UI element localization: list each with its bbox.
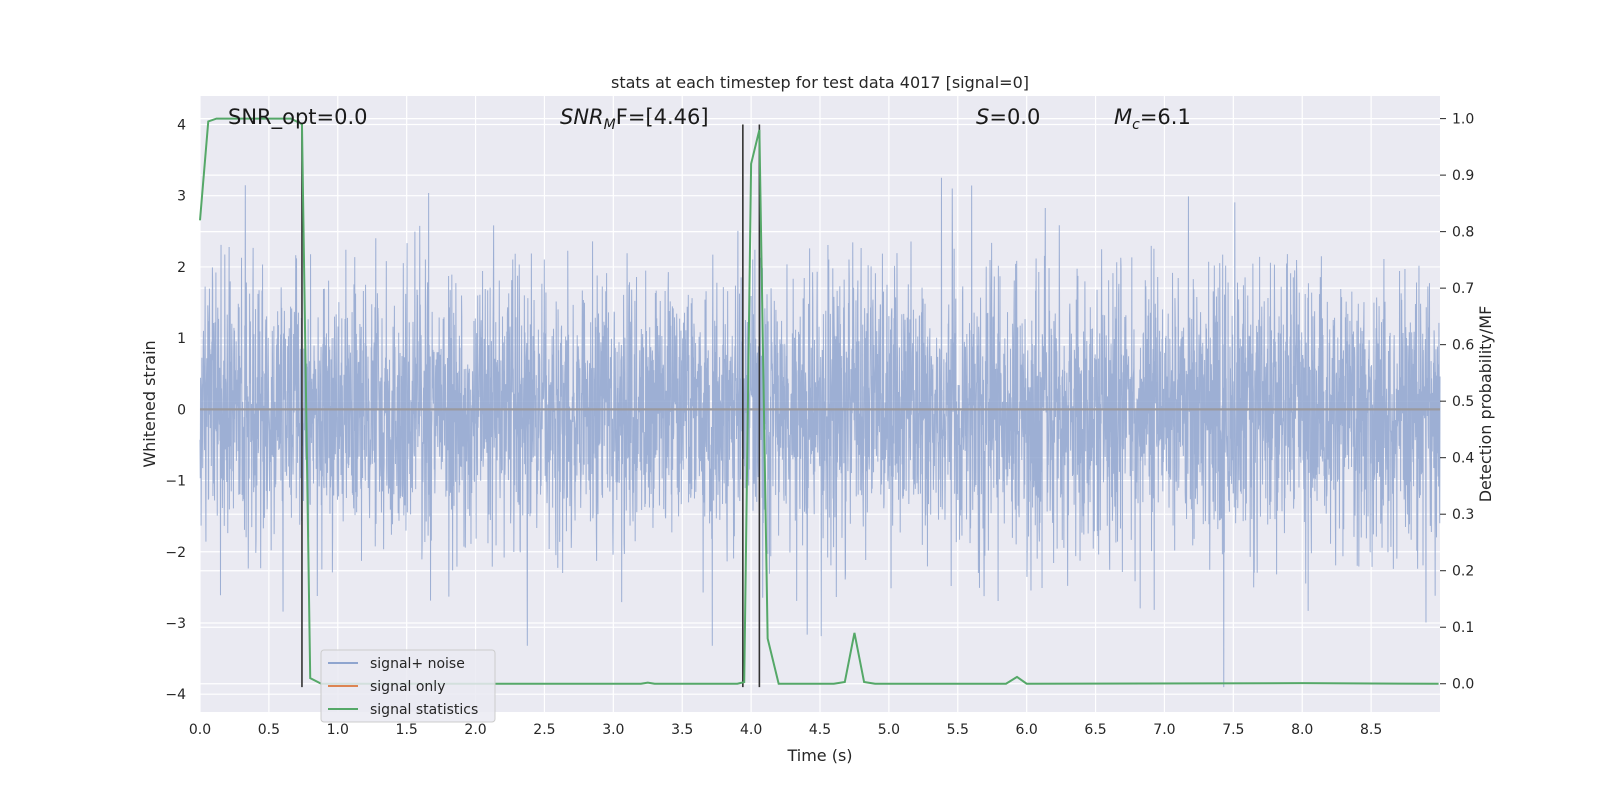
x-axis-label: Time (s) bbox=[786, 746, 852, 765]
noise-series bbox=[199, 177, 1441, 688]
legend-label-signal: signal only bbox=[370, 679, 445, 695]
y2-axis-label: Detection probability/MF bbox=[1476, 306, 1495, 503]
y2-tick-label: 0.1 bbox=[1452, 620, 1474, 636]
y-axis-label: Whitened strain bbox=[140, 340, 159, 467]
snr-mf-main: SNR bbox=[560, 105, 604, 129]
marker-lines bbox=[301, 124, 761, 688]
y-tick-label: −2 bbox=[165, 545, 186, 561]
y-tick-label: 2 bbox=[177, 260, 186, 276]
x-tick-label: 4.0 bbox=[740, 722, 762, 738]
s-main: S bbox=[976, 105, 989, 129]
annotation-mc: Mc=6.1 bbox=[1114, 105, 1191, 133]
y2-tick-label: 1.0 bbox=[1452, 112, 1474, 128]
legend-label-noise: signal+ noise bbox=[370, 656, 465, 672]
noise-line bbox=[199, 177, 1441, 688]
y2-tick-label: 0.7 bbox=[1452, 281, 1474, 297]
y-tick-label: 4 bbox=[177, 117, 186, 133]
y2-ticks: 1.0 0.9 0.8 0.7 0.6 0.5 0.4 0.3 0.2 0.1 0.0 bbox=[1440, 112, 1474, 693]
statistics-line bbox=[199, 117, 1439, 685]
y-tick-label: 1 bbox=[177, 331, 186, 347]
annotation-snr-mf: SNRMF=[4.46] bbox=[560, 105, 709, 133]
y-tick-label: −3 bbox=[165, 616, 186, 632]
x-tick-label: 5.5 bbox=[947, 722, 969, 738]
y2-tick-label: 0.0 bbox=[1452, 677, 1474, 693]
annotation-s: S=0.0 bbox=[976, 105, 1040, 129]
mc-sub: c bbox=[1132, 117, 1140, 133]
y2-tick-label: 0.3 bbox=[1452, 507, 1474, 523]
y2-tick-label: 0.9 bbox=[1452, 168, 1474, 184]
y2-tick-label: 0.5 bbox=[1452, 394, 1474, 410]
x-tick-label: 3.0 bbox=[602, 722, 624, 738]
x-tick-label: 1.0 bbox=[327, 722, 349, 738]
x-tick-label: 2.5 bbox=[533, 722, 555, 738]
x-tick-label: 2.0 bbox=[464, 722, 486, 738]
x-tick-label: 3.5 bbox=[671, 722, 693, 738]
signal-statistics-series bbox=[199, 117, 1439, 685]
x-ticks: 0.0 0.5 1.0 1.5 2.0 2.5 3.0 3.5 4.0 4.5 5.0 5.5 6.0 6… bbox=[189, 722, 1382, 738]
x-tick-label: 0.0 bbox=[189, 722, 211, 738]
legend-label-statistics: signal statistics bbox=[370, 702, 478, 718]
x-tick-label: 7.0 bbox=[1153, 722, 1175, 738]
y-tick-label: −4 bbox=[165, 687, 186, 703]
y2-tick-label: 0.8 bbox=[1452, 225, 1474, 241]
x-tick-label: 6.5 bbox=[1084, 722, 1106, 738]
x-tick-label: 8.5 bbox=[1360, 722, 1382, 738]
y-ticks: 4 3 2 1 0 −1 −2 −3 −4 bbox=[165, 117, 186, 703]
x-tick-label: 0.5 bbox=[258, 722, 280, 738]
y-tick-label: 0 bbox=[177, 402, 186, 418]
x-tick-label: 8.0 bbox=[1291, 722, 1313, 738]
annotation-snr-opt: SNR_opt=0.0 bbox=[228, 105, 368, 130]
y2-tick-label: 0.6 bbox=[1452, 338, 1474, 354]
x-tick-label: 6.0 bbox=[1016, 722, 1038, 738]
y-tick-label: 3 bbox=[177, 189, 186, 205]
x-tick-label: 4.5 bbox=[809, 722, 831, 738]
x-tick-label: 1.5 bbox=[396, 722, 418, 738]
x-tick-label: 7.5 bbox=[1222, 722, 1244, 738]
snr-mf-sub: M bbox=[604, 117, 616, 133]
y-tick-label: −1 bbox=[165, 474, 186, 490]
mc-rest: =6.1 bbox=[1140, 105, 1191, 129]
chart-title: stats at each timestep for test data 401… bbox=[611, 73, 1029, 92]
y2-tick-label: 0.4 bbox=[1452, 451, 1474, 467]
s-rest: =0.0 bbox=[989, 105, 1040, 129]
mc-main: M bbox=[1114, 105, 1132, 129]
x-tick-label: 5.0 bbox=[878, 722, 900, 738]
snr-mf-rest: F=[4.46] bbox=[616, 105, 709, 129]
legend-box bbox=[320, 649, 496, 723]
y2-tick-label: 0.2 bbox=[1452, 564, 1474, 580]
legend: signal+ noise signal only signal statist… bbox=[320, 649, 496, 723]
